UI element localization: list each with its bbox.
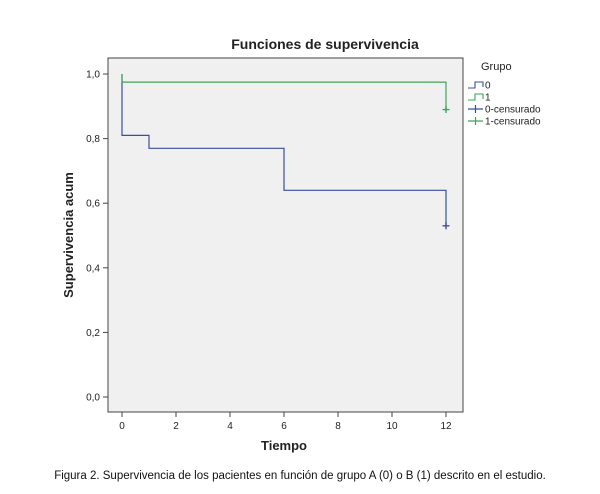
y-tick-label: 0,0 [86,393,100,404]
legend-swatch-1 [468,93,484,101]
series-line-0 [121,74,447,226]
chart-title: Funciones de supervivencia [231,36,419,52]
y-tick-label: 0,2 [86,328,100,339]
x-tick-label: 10 [386,421,398,432]
x-tick-label: 8 [335,421,341,432]
plot-area [107,57,464,413]
figure-caption: Figura 2. Supervivencia de los pacientes… [54,470,546,482]
censored-mark-0-censurado [442,222,450,230]
series-line-1 [121,74,447,110]
x-tick-label: 12 [440,421,452,432]
x-tick-label: 6 [281,421,287,432]
x-axis-label: Tiempo [261,438,307,453]
legend-swatch-0-censurado [468,105,483,113]
y-tick-label: 1,0 [86,70,100,81]
legend-swatch-1-censurado [468,117,483,125]
y-tick-label: 0,8 [86,134,100,145]
x-tick-label: 4 [227,421,233,432]
legend-label: 0-censurado [485,105,541,116]
legend-label: 0 [485,81,491,92]
legend-swatch-0 [468,81,484,89]
legend-title: Grupo [481,61,512,73]
x-tick-label: 0 [119,421,125,432]
y-tick-label: 0,4 [86,263,100,274]
legend-label: 1-censurado [485,117,541,128]
y-tick-label: 0,6 [86,199,100,210]
legend-label: 1 [485,93,491,104]
censored-mark-1-censurado [442,106,450,114]
y-axis-label: Supervivencia acum [61,172,76,298]
x-tick-label: 2 [173,421,179,432]
